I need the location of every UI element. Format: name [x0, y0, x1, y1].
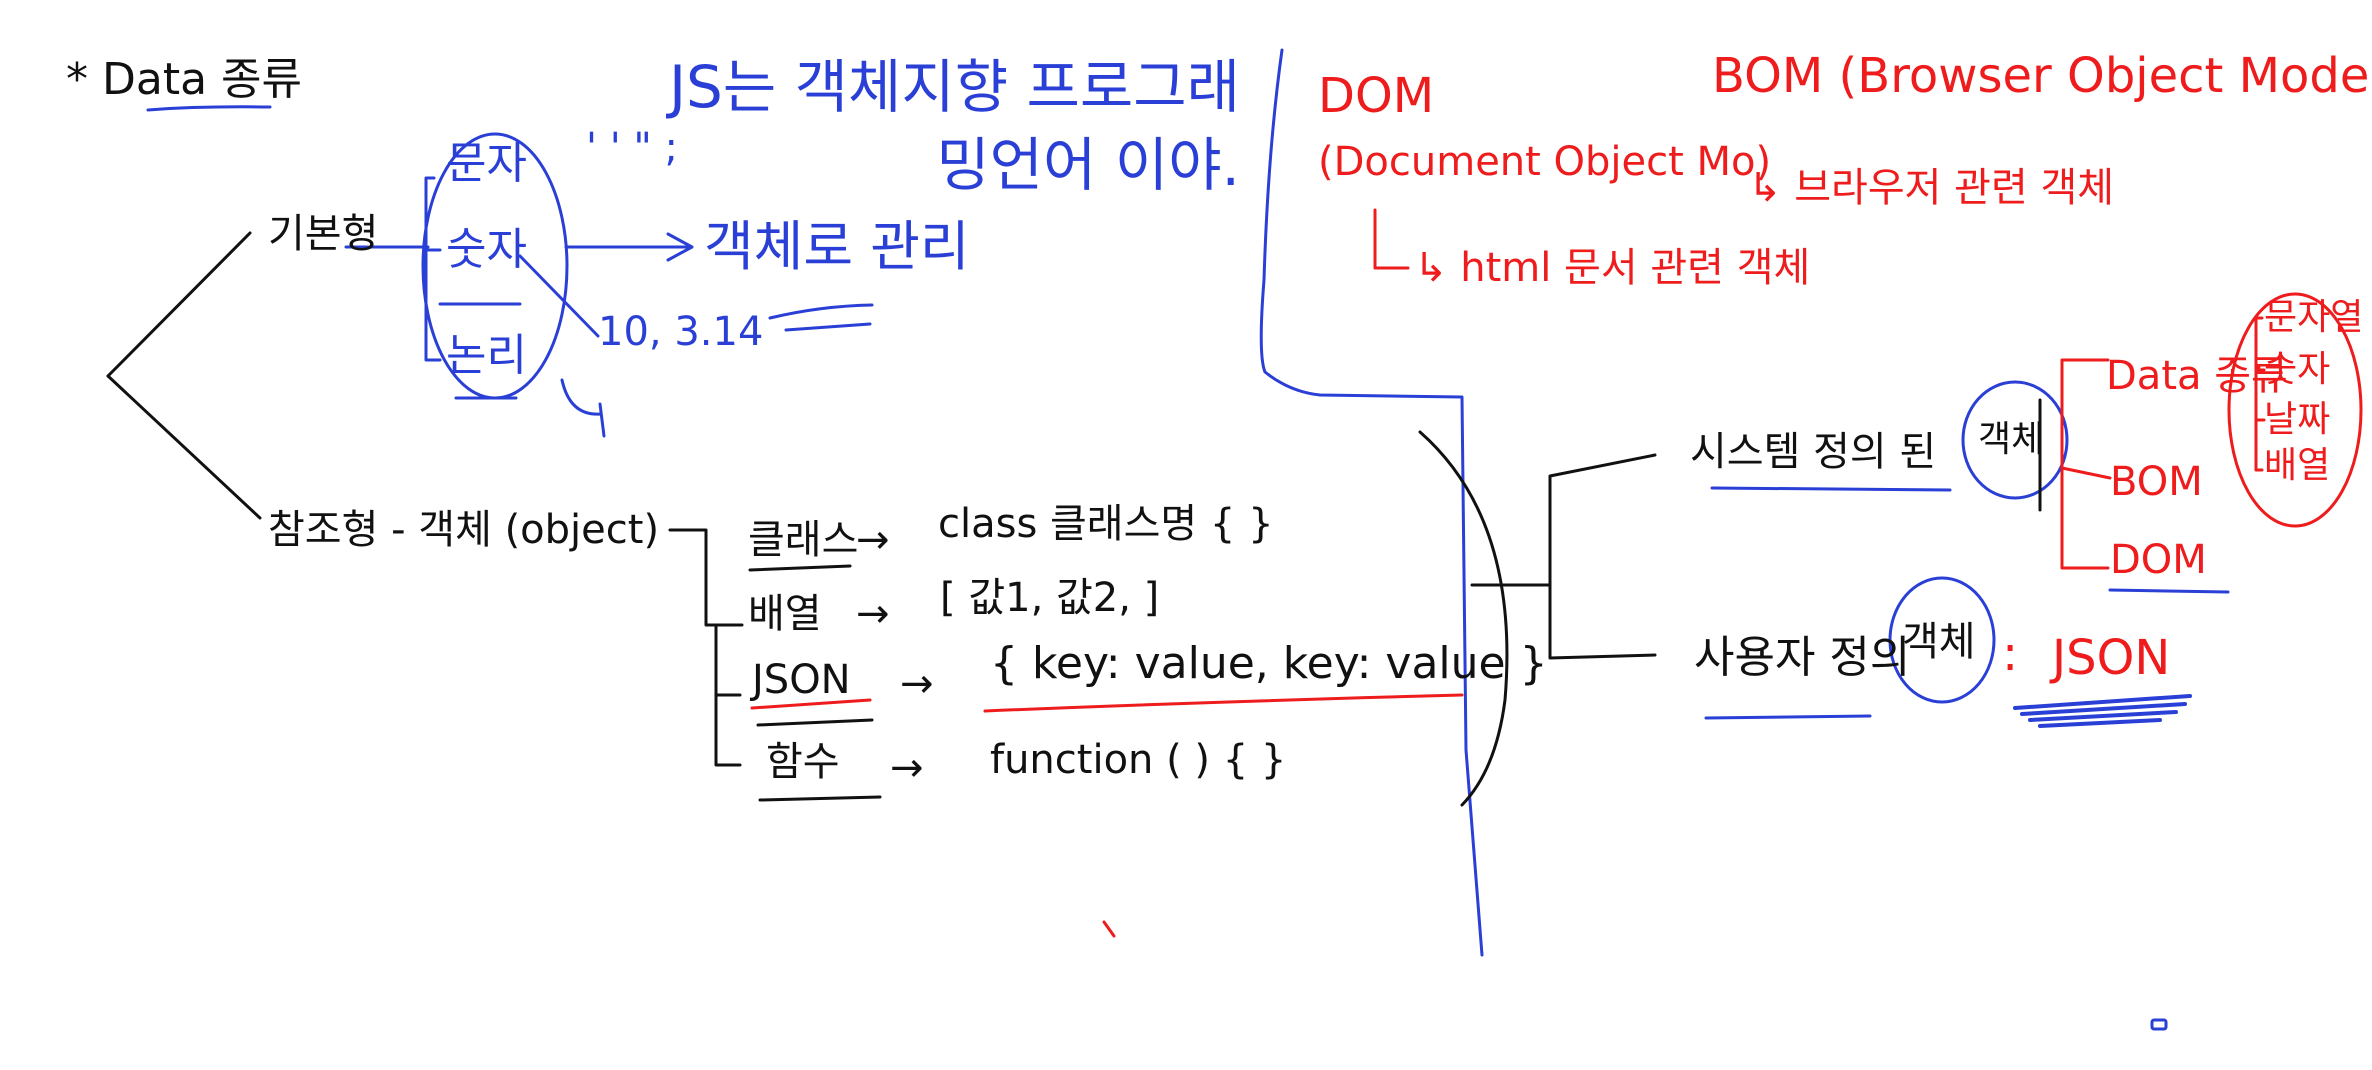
- user-json-example: JSON: [2052, 630, 2171, 686]
- object-management-label: 객체로 관리: [704, 215, 970, 278]
- system-defined-label: 시스템 정의 된: [1690, 429, 1937, 475]
- divider-left: [1259, 48, 1484, 957]
- dom-description: ↳ html 문서 관련 객체: [1414, 245, 1811, 291]
- ref-underline-class: [748, 564, 852, 572]
- primitive-note: JS는 객체지향 프로그래밍언어 이야.: [668, 53, 1240, 200]
- ref-item-function-example: function ( ) { }: [990, 737, 1287, 783]
- page-title: * Data 종류: [66, 54, 302, 105]
- data-subtypes-circle: [2227, 292, 2363, 528]
- ref-underline-json: [750, 698, 872, 710]
- primitive-type-number: 숫자: [446, 224, 527, 275]
- right-tree: [1548, 453, 1657, 660]
- system-items-bracket: [2060, 358, 2112, 570]
- data-subtype-number: 숫자: [2264, 349, 2331, 390]
- title-underline: [146, 105, 272, 112]
- ref-item-json-label: JSON: [752, 657, 851, 703]
- example-link: [518, 254, 600, 338]
- json-example-underline: [983, 693, 1464, 713]
- dom-full-name: (Document Object Mo): [1318, 139, 1772, 185]
- json-scribble-underline: [2013, 694, 2192, 728]
- ref-underline-func: [758, 795, 882, 802]
- split-line-reference: [106, 374, 262, 520]
- dom-title: DOM: [1318, 68, 1435, 124]
- primitive-type-string: 문자: [446, 138, 527, 189]
- ref-item-function-label: 함수: [766, 739, 840, 785]
- bom-title: BOM (Browser Object Model): [1712, 48, 2372, 104]
- system-object-label: 객체: [1978, 419, 2045, 460]
- system-item-bom: BOM: [2110, 459, 2203, 505]
- system-underline: [1710, 486, 1952, 492]
- reference-label: 참조형 - 객체 (object): [268, 507, 660, 553]
- split-line-primitive: [106, 231, 252, 378]
- object-arrow: [564, 232, 694, 262]
- arc-bracket: [1418, 430, 1509, 807]
- ref-item-class-arrow: →: [856, 517, 890, 563]
- user-underline: [1704, 714, 1872, 720]
- data-subtypes-bracket: [2254, 316, 2266, 472]
- system-item-data-types: Data 종류: [2106, 353, 2288, 399]
- ref-item-class-example: class 클래스명 { }: [938, 501, 1274, 547]
- ref-item-array-arrow: →: [856, 591, 890, 637]
- data-subtype-array: 배열: [2264, 445, 2331, 486]
- system-object-circle: [1961, 380, 2069, 500]
- user-object-circle: [1888, 576, 1996, 704]
- data-subtype-date: 날짜: [2264, 399, 2331, 440]
- system-item-dom: DOM: [2110, 537, 2207, 583]
- ref-item-json-example: { key: value, key: value }: [990, 638, 1548, 689]
- quote-marks: ' ' " ;: [586, 125, 679, 171]
- primitive-type-boolean: 논리: [446, 330, 527, 381]
- ref-item-function-arrow: →: [890, 745, 924, 791]
- primitive-examples: 10, 3.14: [598, 309, 764, 355]
- ref-underline-json2: [756, 718, 874, 727]
- user-object-label: 객체: [1902, 619, 1976, 665]
- data-subtype-string: 문자열: [2264, 297, 2364, 338]
- ref-item-json-arrow: →: [900, 661, 934, 707]
- stray-red-mark: [1102, 920, 1116, 938]
- dom-underline: [2108, 588, 2230, 594]
- stray-blue-mark: [2150, 1018, 2168, 1031]
- dom-arrow: [1373, 208, 1410, 270]
- ref-item-array-label: 배열: [748, 591, 822, 637]
- reference-bracket: [668, 528, 744, 767]
- primitive-brace: [424, 176, 442, 362]
- user-equals: :: [2002, 626, 2019, 682]
- ref-item-class-label: 클래스: [748, 517, 859, 563]
- ref-item-array-example: [ 값1, 값2, ]: [940, 575, 1160, 621]
- primitive-label: 기본형: [268, 211, 379, 257]
- object-underline: [768, 303, 874, 332]
- user-defined-label: 사용자 정의: [1694, 632, 1911, 683]
- example-tick: [560, 378, 606, 438]
- bom-description: ↳ 브라우저 관련 객체: [1748, 165, 2115, 211]
